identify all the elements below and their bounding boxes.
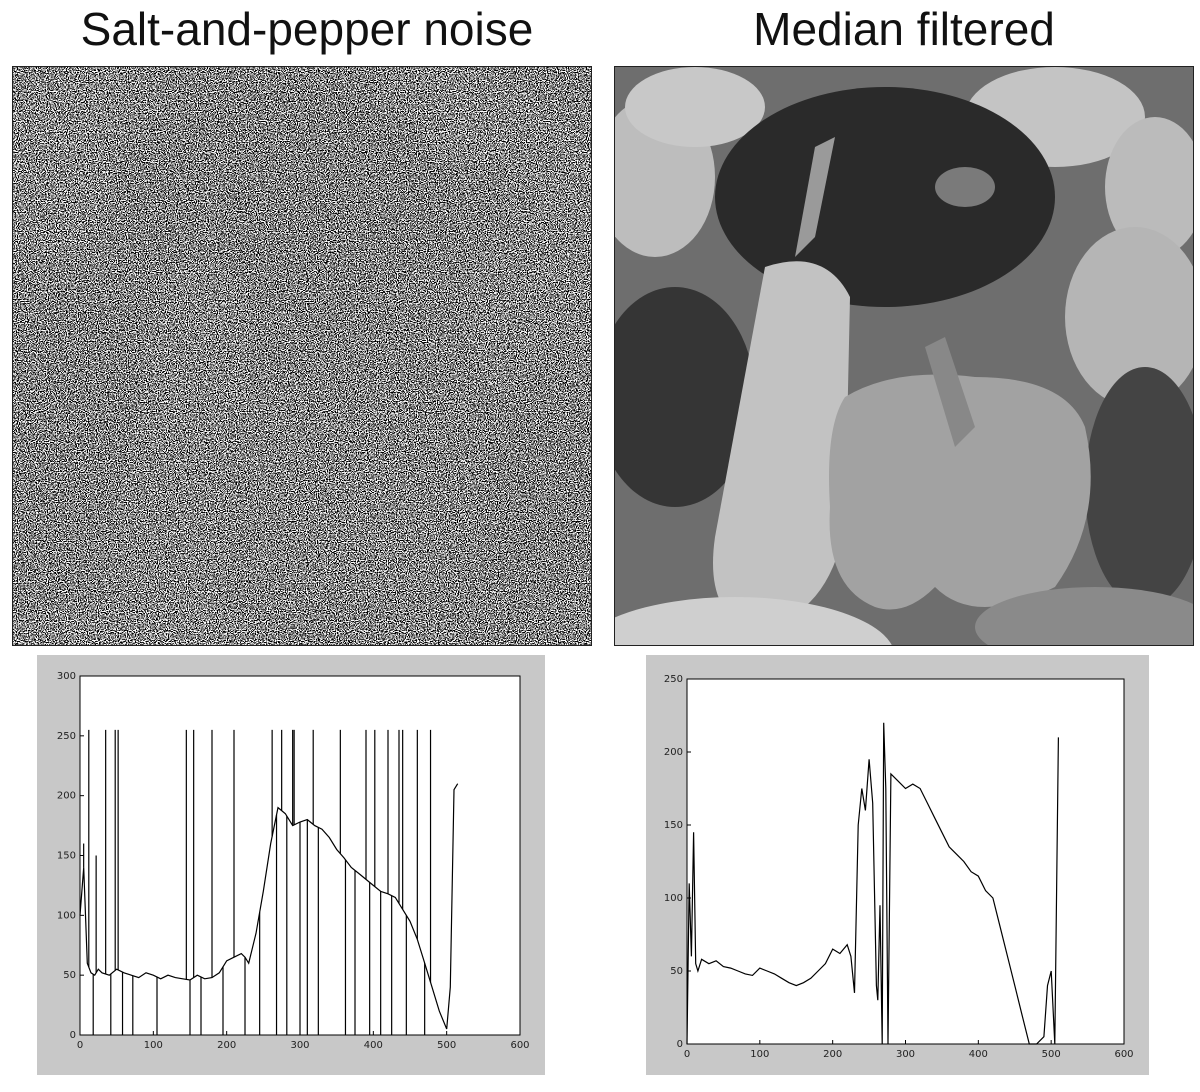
median-x-tick-label: 500 (1042, 1049, 1061, 1060)
median-y-tick-label: 250 (664, 674, 683, 685)
median-x-tick-label: 600 (1114, 1049, 1133, 1060)
median-y-tick-label: 50 (670, 966, 683, 977)
median-series-line (686, 722, 1059, 1045)
median-x-tick-label: 400 (969, 1049, 988, 1060)
noisy-y-tick-label: 0 (70, 1030, 76, 1041)
noisy-x-tick-label: 600 (510, 1040, 529, 1051)
noisy-y-tick-label: 200 (57, 791, 76, 802)
median-plot-area (686, 678, 1125, 1045)
median-y-tick-label: 100 (664, 893, 683, 904)
noisy-y-tick-label: 50 (63, 970, 76, 981)
noisy-scanline-plot-frame: 0 100 200 300 400 500 600 0 50 100 150 200 250 300 (37, 655, 545, 1075)
noisy-x-tick-label: 200 (217, 1040, 236, 1051)
noisy-y-tick-label: 150 (57, 851, 76, 862)
noisy-x-tick-label: 500 (437, 1040, 456, 1051)
median-filtered-peppers-image (614, 66, 1194, 646)
title-salt-and-pepper: Salt-and-pepper noise (80, 3, 534, 55)
median-y-tick-label: 0 (677, 1039, 683, 1050)
noisy-scanline-chart: 0 100 200 300 400 500 600 0 50 100 150 200 250 300 (57, 671, 530, 1051)
noisy-peppers-image (12, 66, 592, 646)
noisy-x-tick-label: 0 (77, 1040, 83, 1051)
noisy-x-tick-label: 300 (290, 1040, 309, 1051)
median-x-tick-label: 0 (684, 1049, 690, 1060)
median-y-tick-label: 150 (664, 820, 683, 831)
noisy-y-tick-label: 250 (57, 731, 76, 742)
median-scanline-plot-frame: 0 100 200 300 400 500 600 0 50 100 150 200 250 (646, 655, 1149, 1075)
median-scanline-chart: 0 100 200 300 400 500 600 0 50 100 150 200 250 (664, 674, 1134, 1060)
median-x-tick-label: 100 (750, 1049, 769, 1060)
median-x-tick-label: 200 (823, 1049, 842, 1060)
median-y-tick-label: 200 (664, 747, 683, 758)
noisy-x-tick-label: 400 (364, 1040, 383, 1051)
title-median-filtered: Median filtered (753, 3, 1055, 55)
median-x-tick-label: 300 (896, 1049, 915, 1060)
noisy-y-tick-label: 300 (57, 671, 76, 682)
noisy-x-tick-label: 100 (144, 1040, 163, 1051)
noisy-y-tick-label: 100 (57, 910, 76, 921)
